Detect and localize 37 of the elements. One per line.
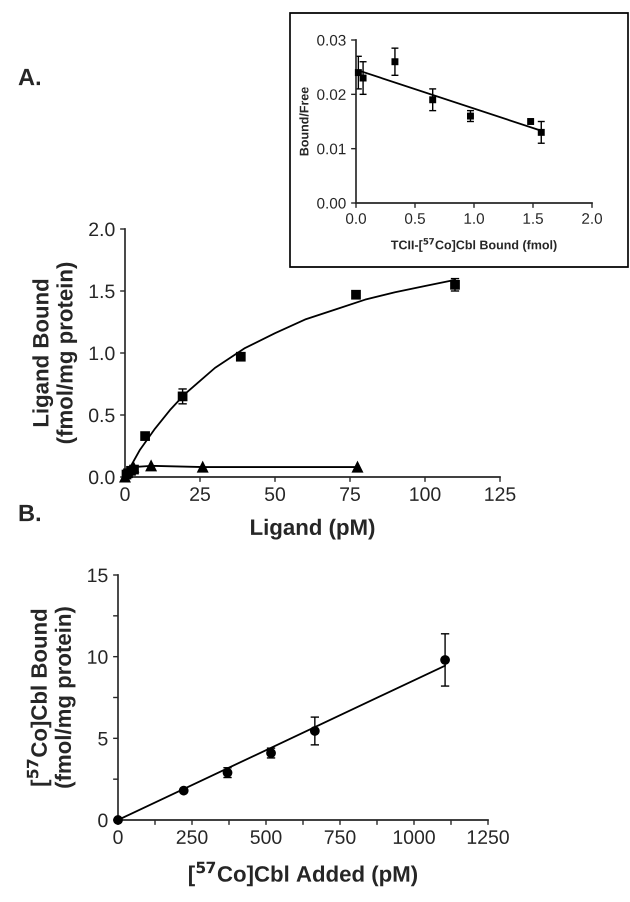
x-tick-label: 0.0 [346, 213, 366, 224]
x-tick-label: 1.5 [524, 213, 543, 224]
x-axis-title: [$^{57}$Co]Cbl Added (pM) [189, 862, 418, 886]
x-tick-label: 75 [340, 487, 360, 502]
x-tick-label: 2.0 [582, 213, 602, 224]
y-tick-label: 15 [88, 568, 108, 582]
y-tick-label: 5 [98, 732, 108, 746]
y-axis-title: Ligand Bound (fmol/mg protein) [32, 262, 78, 444]
x-tick-label: 750 [324, 830, 356, 844]
x-axis-title: Ligand (pM) [251, 518, 374, 540]
x-tick-label: 50 [264, 487, 286, 502]
text: A. [18, 68, 40, 86]
y-tick-label: 1.0 [90, 346, 115, 360]
y-tick-label: 10 [88, 650, 108, 664]
x-tick-label: 250 [176, 830, 208, 844]
y-tick-label: 0.0 [89, 470, 115, 484]
x-tick-label: 0.5 [404, 213, 425, 224]
x-tick-label: 1250 [468, 830, 509, 844]
y-tick-label: 2.0 [89, 222, 115, 236]
x-tick-label: 0 [120, 487, 130, 502]
y-tick-label: 1.5 [90, 284, 114, 298]
y-tick-label: 0.03 [317, 34, 346, 46]
y-axis-title: Bound/Free [299, 87, 309, 156]
x-tick-label: 25 [190, 487, 210, 502]
y-tick-label: 0 [98, 813, 108, 828]
y-tick-label: 0.02 [317, 89, 346, 100]
y-tick-label: 0.00 [317, 198, 346, 209]
y-tick-label: 0.5 [89, 408, 114, 422]
x-axis-title: TCII-[$^{57}$Co]Cbl Bound (fmol) [390, 238, 557, 252]
x-tick-label: 1000 [394, 830, 435, 844]
x-tick-label: 125 [485, 487, 516, 502]
x-tick-label: 1.0 [464, 213, 484, 224]
y-tick-label: 0.01 [317, 144, 346, 154]
x-tick-label: 100 [410, 487, 440, 502]
text: B. [20, 504, 40, 522]
x-tick-label: 500 [250, 830, 282, 844]
y-axis-title: [$^{57}$Co]Cbl Bound (fmol/mg protein) [26, 607, 76, 788]
